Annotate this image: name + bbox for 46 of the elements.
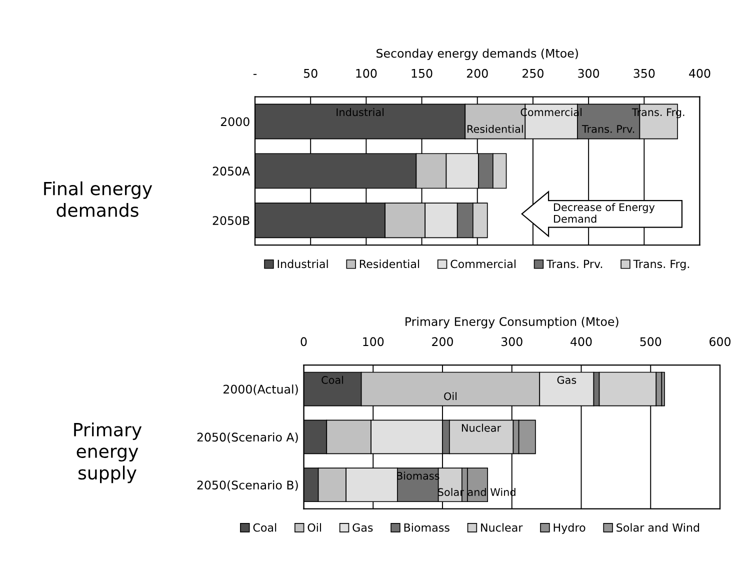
x-tick-label: 200: [432, 337, 453, 346]
annotation: Residential: [468, 124, 523, 133]
x-tick-label: 150: [412, 68, 432, 78]
legend-label: Solar and Wind: [616, 523, 700, 532]
x-tick-label: 300: [502, 337, 522, 346]
x-tick-label: 0: [300, 337, 307, 346]
x-tick-label: 100: [356, 68, 377, 78]
x-tick-label: 250: [522, 68, 544, 78]
y-tick-label: 2050A: [212, 166, 250, 176]
annotation: Nuclear: [462, 424, 502, 432]
y-tick-label: 2050B: [212, 216, 250, 226]
legend-label: Commercial: [450, 260, 516, 268]
legend-label: Hydro: [554, 523, 586, 534]
x-tick-label: 200: [466, 68, 488, 78]
annotation: Oil: [444, 392, 456, 400]
x-tick-label: -: [253, 74, 257, 75]
legend-label: Oil: [308, 523, 322, 532]
annotation: Industrial: [336, 108, 384, 116]
y-tick-label: 2000(Actual): [224, 384, 298, 396]
x-tick-label: 600: [710, 337, 730, 346]
x-axis-title: Seconday energy demands (Mtoe): [376, 48, 578, 60]
x-tick-label: 400: [570, 337, 592, 346]
annotation: Gas: [557, 376, 576, 384]
y-tick-label: 2000: [220, 117, 250, 126]
legend-label: Trans. Frg.: [633, 260, 690, 270]
legend-label: Nuclear: [481, 523, 523, 532]
legend-label: Trans. Prv.: [546, 260, 602, 268]
legend-label: Residential: [360, 260, 420, 268]
legend-label: Coal: [253, 523, 276, 532]
annotation: Coal: [322, 376, 344, 384]
x-tick-label: 400: [689, 68, 710, 78]
x-tick-label: 350: [634, 68, 655, 78]
x-tick-label: 500: [640, 337, 662, 346]
annotation: Decrease of Energy Demand: [554, 203, 655, 223]
y-tick-label: 2050(Scenario B): [197, 480, 298, 491]
legend-label: Industrial: [278, 260, 328, 268]
text: Final energy demands: [44, 181, 152, 217]
annotation: Trans. Prv.: [582, 125, 634, 133]
x-tick-label: 300: [578, 68, 600, 78]
x-axis-title: Primary Energy Consumption (Mtoe): [406, 316, 618, 328]
legend-label: Biomass: [404, 523, 450, 532]
x-tick-label: 100: [363, 337, 384, 346]
legend-label: Gas: [352, 523, 373, 532]
text: Primary energy supply: [74, 422, 142, 484]
y-tick-label: 2050(Scenario A): [197, 432, 298, 443]
x-tick-label: 50: [304, 68, 318, 78]
